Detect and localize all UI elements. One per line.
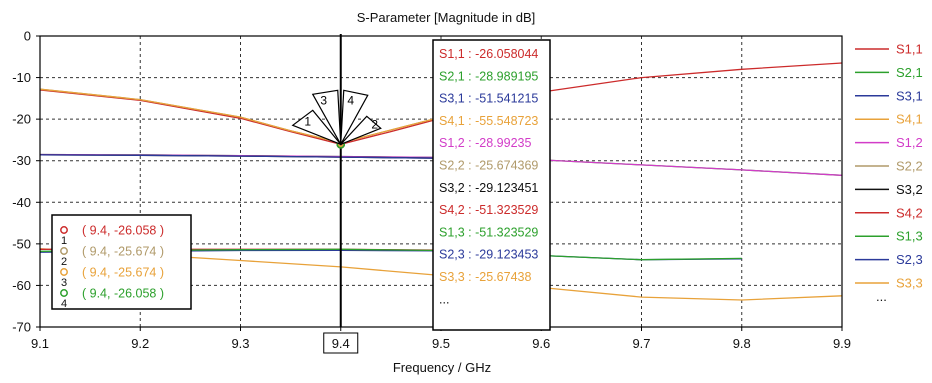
cursor-readout-line: S3,3 : -25.67438 bbox=[439, 270, 531, 284]
cursor-readout-line: S1,1 : -26.058044 bbox=[439, 47, 538, 61]
cursor-readout-line: S4,1 : -55.548723 bbox=[439, 114, 538, 128]
x-tick-label: 9.8 bbox=[733, 336, 751, 351]
series-line-S2-3 bbox=[40, 154, 442, 159]
x-tick-label: 9.4 bbox=[332, 336, 350, 351]
cursor-readout-line: S2,3 : -29.123453 bbox=[439, 248, 538, 262]
chart-title: S-Parameter [Magnitude in dB] bbox=[357, 10, 535, 25]
marker-table-id: 2 bbox=[61, 256, 67, 268]
legend: S1,1 S2,1 S3,1 S4,1 S1,2 S2,2 S3,2 S4,2 S1,3 S2,3… bbox=[855, 42, 923, 304]
marker-flag-1[interactable] bbox=[291, 109, 342, 145]
marker-table-icon bbox=[60, 268, 68, 276]
y-tick-label: -40 bbox=[12, 195, 31, 210]
y-tick-label: -20 bbox=[12, 112, 31, 127]
y-tick-label: -50 bbox=[12, 236, 31, 251]
cursor-readout: S1,1 : -26.058044 S2,1 : -28.989195 S3,1 :… bbox=[432, 39, 551, 331]
marker-flag-3[interactable] bbox=[311, 89, 342, 145]
marker-table-icon bbox=[60, 289, 68, 297]
x-tick-label: 9.3 bbox=[231, 336, 249, 351]
x-tick-label: 9.6 bbox=[532, 336, 550, 351]
marker-table: 1 ( 9.4, -26.058 ) 2 ( 9.4, -25.674 ) 3 ( 9.4… bbox=[51, 214, 192, 310]
legend-more: ... bbox=[876, 289, 887, 304]
x-tick-label: 9.9 bbox=[833, 336, 851, 351]
cursor-readout-line: S2,2 : -25.674369 bbox=[439, 159, 538, 173]
cursor-readout-line: S3,2 : -29.123451 bbox=[439, 181, 538, 195]
legend-entry: S1,2 bbox=[896, 135, 923, 150]
x-tick-label: 9.1 bbox=[31, 336, 49, 351]
marker-table-value: ( 9.4, -26.058 ) bbox=[82, 224, 164, 238]
cursor-x-value-box bbox=[323, 332, 359, 354]
marker-table-id: 4 bbox=[61, 298, 67, 310]
marker-flag-4[interactable] bbox=[340, 89, 369, 145]
legend-entry: S3,3 bbox=[896, 276, 923, 291]
x-tick-label: 9.2 bbox=[131, 336, 149, 351]
y-tick-label: -10 bbox=[12, 70, 31, 85]
cursor-readout-line: S2,1 : -28.989195 bbox=[439, 69, 538, 83]
y-tick-label: -30 bbox=[12, 153, 31, 168]
cursor-readout-box bbox=[432, 39, 551, 331]
cursor-readout-line: S1,2 : -28.99235 bbox=[439, 136, 531, 150]
legend-entry: S3,2 bbox=[896, 182, 923, 197]
marker-flag-label-4: 4 bbox=[347, 93, 354, 107]
cursor-readout-line: S1,3 : -51.323529 bbox=[439, 225, 538, 239]
legend-entry: S1,3 bbox=[896, 229, 923, 244]
legend-entry: S4,1 bbox=[896, 112, 923, 127]
marker-flag-2[interactable] bbox=[340, 115, 382, 145]
marker-flag-label-2: 2 bbox=[371, 117, 378, 131]
marker-table-box bbox=[51, 214, 192, 310]
marker-table-id: 1 bbox=[61, 235, 67, 247]
marker-table-icon bbox=[60, 226, 68, 234]
y-tick-label: 0 bbox=[24, 29, 31, 44]
legend-entry: S1,1 bbox=[896, 42, 923, 57]
legend-entry: S2,3 bbox=[896, 252, 923, 267]
legend-entry: S3,1 bbox=[896, 88, 923, 103]
y-tick-label: -70 bbox=[12, 320, 31, 335]
marker-table-icon bbox=[60, 247, 68, 255]
marker-flag-label-3: 3 bbox=[320, 93, 327, 107]
marker-flag-label-1: 1 bbox=[304, 114, 311, 128]
cursor-readout-line: ... bbox=[439, 292, 449, 306]
marker-table-value: ( 9.4, -25.674 ) bbox=[82, 245, 164, 259]
y-tick-label: -60 bbox=[12, 278, 31, 293]
x-tick-label: 9.7 bbox=[632, 336, 650, 351]
x-axis-label: Frequency / GHz bbox=[393, 360, 491, 375]
cursor-readout-line: S3,1 : -51.541215 bbox=[439, 92, 538, 106]
marker-table-value: ( 9.4, -26.058 ) bbox=[82, 287, 164, 301]
series-line-S3-3 bbox=[40, 88, 442, 144]
marker-table-value: ( 9.4, -25.674 ) bbox=[82, 266, 164, 280]
legend-entry: S2,1 bbox=[896, 65, 923, 80]
series-line-S1-1 bbox=[40, 62, 842, 145]
legend-entry: S2,2 bbox=[896, 159, 923, 174]
marker-table-id: 3 bbox=[61, 277, 67, 289]
x-tick-label: 9.5 bbox=[432, 336, 450, 351]
legend-entry: S4,2 bbox=[896, 205, 923, 220]
cursor-readout-line: S4,2 : -51.323529 bbox=[439, 203, 538, 217]
